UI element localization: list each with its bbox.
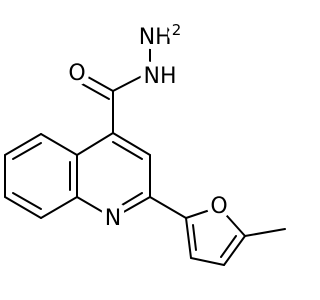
bond [76, 132, 114, 156]
bond [244, 228, 286, 237]
bond [190, 257, 225, 266]
bond [185, 217, 192, 259]
bond-inner [112, 141, 143, 160]
atom-label: O [68, 61, 85, 86]
bond [74, 79, 110, 100]
bond [76, 196, 114, 219]
structure-diagram: O NH NH2 N O [4, 16, 286, 266]
bond [40, 196, 78, 219]
bond-inner [116, 192, 143, 209]
bond [112, 71, 151, 92]
bond-inner [12, 142, 42, 160]
atom-label-main: NH [139, 25, 172, 50]
bond [4, 196, 42, 219]
bond [218, 206, 246, 237]
bond [149, 196, 187, 219]
bond [78, 71, 114, 92]
bond-inner [192, 224, 197, 251]
bond [112, 196, 151, 219]
bond-inner [12, 192, 42, 210]
bond-inner [220, 235, 237, 258]
bond [223, 235, 246, 266]
bond [112, 132, 151, 156]
bond [4, 133, 42, 156]
atom-label: NH [144, 64, 177, 89]
bond [185, 206, 220, 219]
atom-label: O [210, 194, 227, 219]
atom-labels: O NH NH2 N O [63, 16, 232, 237]
bonds [4, 39, 286, 266]
atom-label-subscript: 2 [172, 21, 182, 39]
atom-label: N [105, 206, 121, 231]
bond [40, 133, 78, 156]
atom-label: NH2 [139, 21, 182, 51]
